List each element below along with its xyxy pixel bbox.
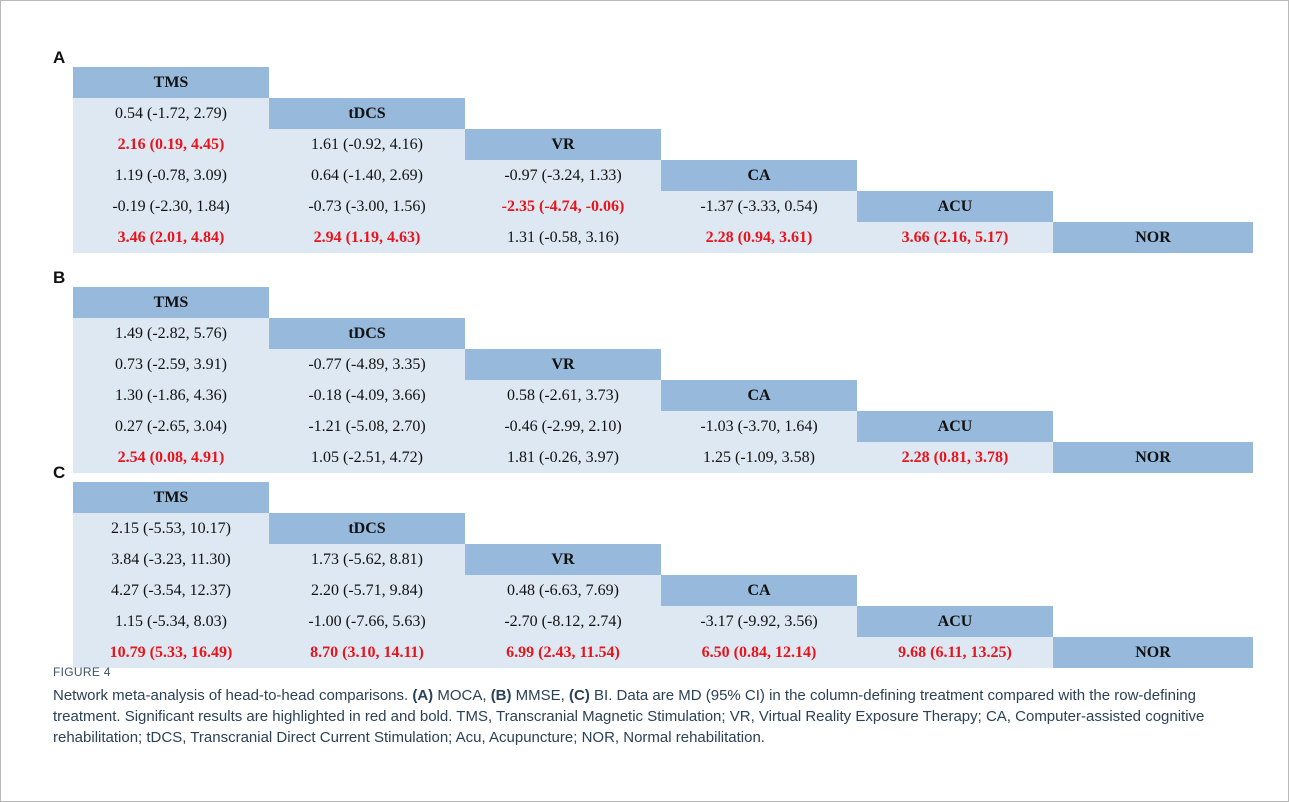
caption-segment: Network meta-analysis of head-to-head co…	[53, 687, 413, 704]
treatment-header-nor: NOR	[1053, 442, 1253, 473]
comparison-cell: 1.15 (-5.34, 8.03)	[73, 606, 269, 637]
comparison-cell: 1.31 (-0.58, 3.16)	[465, 222, 661, 253]
comparison-cell: -0.73 (-3.00, 1.56)	[269, 191, 465, 222]
comparison-cell: 1.49 (-2.82, 5.76)	[73, 318, 269, 349]
comparison-cell: -1.03 (-3.70, 1.64)	[661, 411, 857, 442]
comparison-cell: 2.94 (1.19, 4.63)	[269, 222, 465, 253]
caption-text: Network meta-analysis of head-to-head co…	[53, 685, 1253, 748]
treatment-header-tdcs: tDCS	[269, 318, 465, 349]
comparison-cell: 0.54 (-1.72, 2.79)	[73, 98, 269, 129]
comparison-cell: 2.16 (0.19, 4.45)	[73, 129, 269, 160]
treatment-header-nor: NOR	[1053, 222, 1253, 253]
comparison-cell: 2.28 (0.81, 3.78)	[857, 442, 1053, 473]
comparison-cell: 10.79 (5.33, 16.49)	[73, 637, 269, 668]
treatment-header-tdcs: tDCS	[269, 513, 465, 544]
treatment-header-ca: CA	[661, 380, 857, 411]
comparison-cell: -0.97 (-3.24, 1.33)	[465, 160, 661, 191]
treatment-header-tdcs: tDCS	[269, 98, 465, 129]
comparison-cell: -1.37 (-3.33, 0.54)	[661, 191, 857, 222]
figure-caption: FIGURE 4 Network meta-analysis of head-t…	[53, 665, 1253, 748]
treatment-header-vr: VR	[465, 544, 661, 575]
comparison-cell: 1.05 (-2.51, 4.72)	[269, 442, 465, 473]
comparison-cell: -0.19 (-2.30, 1.84)	[73, 191, 269, 222]
comparison-cell: -2.70 (-8.12, 2.74)	[465, 606, 661, 637]
caption-segment: MOCA,	[433, 687, 491, 704]
comparison-cell: 2.28 (0.94, 3.61)	[661, 222, 857, 253]
treatment-header-tms: TMS	[73, 482, 269, 513]
treatment-header-ca: CA	[661, 160, 857, 191]
comparison-cell: 1.19 (-0.78, 3.09)	[73, 160, 269, 191]
treatment-header-acu: ACU	[857, 606, 1053, 637]
comparison-cell: 1.81 (-0.26, 3.97)	[465, 442, 661, 473]
comparison-cell: 0.73 (-2.59, 3.91)	[73, 349, 269, 380]
treatment-header-acu: ACU	[857, 191, 1053, 222]
caption-panel-ref: (B)	[490, 687, 512, 704]
treatment-header-nor: NOR	[1053, 637, 1253, 668]
comparison-cell: -1.21 (-5.08, 2.70)	[269, 411, 465, 442]
comparison-cell: 2.54 (0.08, 4.91)	[73, 442, 269, 473]
comparison-cell: 1.61 (-0.92, 4.16)	[269, 129, 465, 160]
treatment-header-tms: TMS	[73, 67, 269, 98]
caption-panel-ref: (C)	[569, 687, 590, 704]
comparison-cell: 9.68 (6.11, 13.25)	[857, 637, 1053, 668]
caption-segment: BI. Data are MD (95% CI) in the column-d…	[53, 687, 1205, 746]
caption-panel-ref: (A)	[412, 687, 434, 704]
comparison-cell: -0.77 (-4.89, 3.35)	[269, 349, 465, 380]
comparison-cell: 1.25 (-1.09, 3.58)	[661, 442, 857, 473]
comparison-cell: 3.66 (2.16, 5.17)	[857, 222, 1053, 253]
comparison-cell: 6.99 (2.43, 11.54)	[465, 637, 661, 668]
caption-segment: MMSE,	[511, 687, 570, 704]
comparison-cell: 1.30 (-1.86, 4.36)	[73, 380, 269, 411]
treatment-header-tms: TMS	[73, 287, 269, 318]
comparison-cell: 0.27 (-2.65, 3.04)	[73, 411, 269, 442]
comparison-cell: 0.64 (-1.40, 2.69)	[269, 160, 465, 191]
comparison-cell: 1.73 (-5.62, 8.81)	[269, 544, 465, 575]
comparison-cell: 3.84 (-3.23, 11.30)	[73, 544, 269, 575]
panel-label: B	[53, 268, 66, 287]
treatment-header-ca: CA	[661, 575, 857, 606]
comparison-cell: 6.50 (0.84, 12.14)	[661, 637, 857, 668]
comparison-cell: 3.46 (2.01, 4.84)	[73, 222, 269, 253]
comparison-cell: 2.15 (-5.53, 10.17)	[73, 513, 269, 544]
comparison-cell: 0.48 (-6.63, 7.69)	[465, 575, 661, 606]
comparison-cell: -0.46 (-2.99, 2.10)	[465, 411, 661, 442]
comparison-cell: 4.27 (-3.54, 12.37)	[73, 575, 269, 606]
comparison-cell: -2.35 (-4.74, -0.06)	[465, 191, 661, 222]
panel-label: C	[53, 463, 66, 482]
comparison-cell: 2.20 (-5.71, 9.84)	[269, 575, 465, 606]
panel-label: A	[53, 48, 66, 67]
comparison-cell: -0.18 (-4.09, 3.66)	[269, 380, 465, 411]
comparison-cell: -3.17 (-9.92, 3.56)	[661, 606, 857, 637]
comparison-cell: -1.00 (-7.66, 5.63)	[269, 606, 465, 637]
comparison-cell: 0.58 (-2.61, 3.73)	[465, 380, 661, 411]
treatment-header-acu: ACU	[857, 411, 1053, 442]
comparison-cell: 8.70 (3.10, 14.11)	[269, 637, 465, 668]
figure-label: FIGURE 4	[53, 665, 111, 679]
treatment-header-vr: VR	[465, 349, 661, 380]
treatment-header-vr: VR	[465, 129, 661, 160]
